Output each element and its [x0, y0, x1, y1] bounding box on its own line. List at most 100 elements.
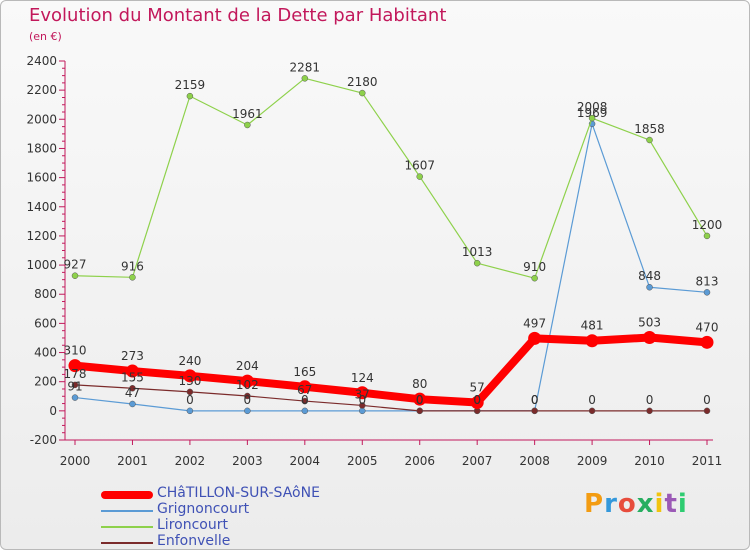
- data-label: 124: [351, 371, 374, 385]
- data-label: 503: [638, 316, 661, 330]
- data-label: 0: [301, 393, 309, 407]
- data-point: [355, 386, 369, 400]
- x-tick-label: 2005: [347, 454, 378, 468]
- data-label: 813: [696, 274, 719, 288]
- legend-swatch: [101, 526, 153, 528]
- data-label: 67: [297, 383, 312, 397]
- data-label: 481: [581, 319, 604, 333]
- data-label: 0: [473, 393, 481, 407]
- data-label: 927: [64, 258, 87, 272]
- series-line-0: [71, 333, 711, 407]
- data-label: 0: [416, 393, 424, 407]
- data-point: [413, 392, 427, 406]
- data-point: [298, 380, 312, 394]
- data-label: 155: [121, 370, 144, 384]
- data-point: [71, 381, 79, 389]
- data-label: 1969: [577, 106, 608, 120]
- data-point: [186, 92, 194, 100]
- y-tick-label: 1200: [26, 229, 57, 243]
- data-point: [186, 388, 194, 396]
- legend-label: Lironcourt: [157, 517, 228, 533]
- y-tick-label: 2400: [26, 54, 57, 68]
- logo-letter: o: [617, 489, 637, 519]
- chart-title: Evolution du Montant de la Dette par Hab…: [29, 5, 447, 26]
- data-label: 0: [416, 393, 424, 407]
- data-label: 848: [638, 269, 661, 283]
- x-tick-label: 2000: [60, 454, 91, 468]
- data-point: [646, 136, 653, 144]
- logo-letter: i: [654, 489, 665, 519]
- data-label: 470: [696, 320, 719, 334]
- data-point: [68, 359, 82, 373]
- data-point: [301, 397, 309, 405]
- y-tick-label: 200: [34, 375, 57, 389]
- data-point: [470, 396, 484, 410]
- data-label: 0: [531, 393, 539, 407]
- y-tick-label: 2000: [26, 112, 57, 126]
- logo-letter: P: [584, 489, 605, 519]
- data-point: [183, 369, 197, 383]
- y-tick-label: 400: [34, 346, 57, 360]
- data-point: [71, 394, 79, 401]
- x-tick-label: 2006: [404, 454, 435, 468]
- x-tick-label: 2011: [692, 454, 723, 468]
- chart-unit: (en €): [29, 30, 62, 43]
- logo-letter: i: [677, 489, 688, 519]
- data-point: [643, 331, 657, 345]
- data-point: [359, 407, 366, 415]
- logo-letter: t: [664, 489, 678, 519]
- data-point: [528, 331, 542, 345]
- data-label: 165: [293, 365, 316, 379]
- data-point: [301, 407, 309, 415]
- data-point: [125, 364, 139, 378]
- legend-swatch: [101, 542, 153, 544]
- data-point: [473, 259, 481, 267]
- y-tick-label: 2200: [26, 83, 57, 97]
- data-point: [646, 407, 653, 415]
- data-label: 240: [178, 354, 201, 368]
- data-label: 1858: [634, 122, 665, 136]
- data-label: 37: [355, 387, 370, 401]
- data-label: 1013: [462, 245, 493, 259]
- data-label: 497: [523, 316, 546, 330]
- series-line-3: [74, 384, 708, 412]
- data-point: [646, 283, 653, 291]
- data-point: [588, 114, 596, 122]
- proxiti-logo: Proxiti: [584, 489, 688, 519]
- legend-swatch: [101, 491, 153, 499]
- x-tick-label: 2001: [117, 454, 148, 468]
- data-label: 916: [121, 259, 144, 273]
- x-tick-label: 2003: [232, 454, 263, 468]
- data-point: [244, 392, 251, 400]
- x-tick-label: 2009: [577, 454, 608, 468]
- data-label: 47: [125, 386, 140, 400]
- x-tick-label: 2002: [175, 454, 206, 468]
- data-point: [129, 385, 136, 392]
- data-point: [703, 407, 711, 415]
- x-tick-label: 2010: [634, 454, 665, 468]
- data-point: [244, 407, 251, 415]
- data-point: [240, 374, 254, 388]
- data-point: [71, 272, 79, 279]
- data-label: 178: [64, 367, 87, 381]
- y-tick-label: 0: [49, 404, 57, 418]
- data-label: 310: [64, 344, 87, 358]
- data-point: [531, 274, 538, 282]
- data-point: [531, 407, 538, 415]
- data-label: 2159: [175, 78, 206, 92]
- data-point: [703, 289, 711, 296]
- legend-label: Enfonvelle: [157, 533, 231, 549]
- data-label: 91: [67, 380, 82, 394]
- data-point: [359, 402, 366, 409]
- data-label: 273: [121, 349, 144, 363]
- data-label: 0: [244, 393, 252, 407]
- y-tick-label: 600: [34, 316, 57, 330]
- data-label: 0: [703, 393, 711, 407]
- data-point: [585, 334, 599, 348]
- data-label: 0: [473, 393, 481, 407]
- y-tick-label: 1800: [26, 141, 57, 155]
- data-label: 0: [588, 393, 596, 407]
- data-label: 130: [178, 374, 201, 388]
